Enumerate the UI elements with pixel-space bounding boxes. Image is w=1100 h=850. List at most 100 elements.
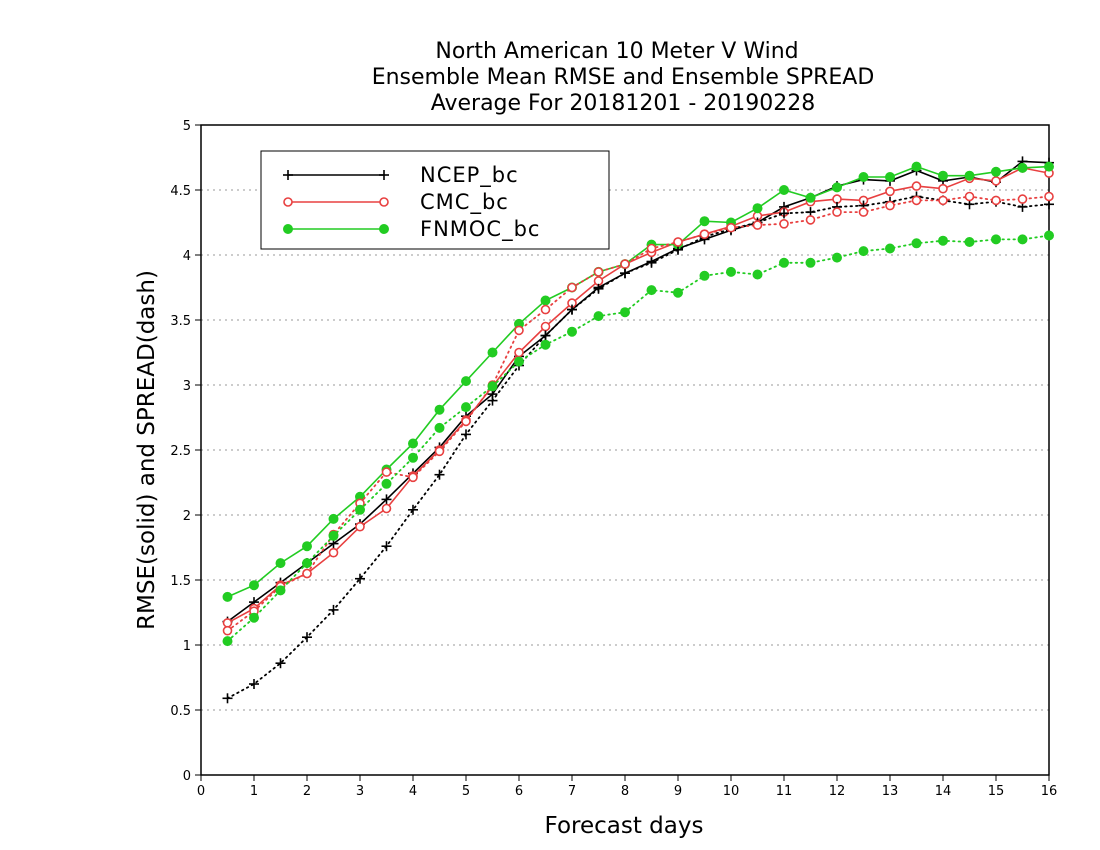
x-tick-label: 2 [303, 784, 311, 799]
data-point [461, 429, 471, 440]
data-point [408, 472, 418, 483]
data-point [434, 404, 445, 415]
x-tick-label: 3 [356, 784, 364, 799]
data-point [832, 252, 842, 263]
x-tick-label: 8 [621, 784, 629, 799]
data-point [408, 452, 418, 463]
x-tick-label: 10 [723, 784, 740, 799]
x-tick-label: 6 [515, 784, 523, 799]
legend-label: CMC_bc [420, 190, 509, 215]
data-point [593, 267, 604, 277]
data-point [302, 632, 312, 643]
data-point [1044, 230, 1054, 241]
series-layer [222, 156, 1054, 704]
data-point [302, 568, 312, 579]
data-point [991, 234, 1001, 245]
y-tick-label: 4 [183, 249, 191, 264]
legend-label: FNMOC_bc [420, 217, 540, 242]
data-point [911, 195, 922, 206]
data-point [620, 268, 630, 279]
data-point [302, 541, 312, 552]
data-point [911, 161, 922, 172]
series-fnmoc-bc-rmse [222, 161, 1054, 602]
data-point [938, 195, 948, 206]
x-tick-label: 11 [776, 784, 793, 799]
data-point [514, 356, 524, 367]
data-point [938, 235, 948, 246]
data-point [434, 422, 445, 433]
legend-item: FNMOC_bc [283, 217, 540, 242]
y-axis: 0 0.5 1 1.5 2 2.5 3 3.5 4 4.5 5 [170, 119, 201, 784]
x-tick-label: 4 [409, 784, 417, 799]
data-point [646, 285, 657, 296]
legend-box [260, 150, 610, 250]
data-point [461, 376, 471, 387]
x-tick-label: 1 [250, 784, 258, 799]
data-point [1044, 161, 1054, 172]
legend-item: CMC_bc [283, 190, 509, 215]
data-point [567, 326, 577, 337]
data-point [858, 207, 869, 217]
y-tick-label: 2 [183, 509, 191, 524]
data-point [752, 203, 763, 214]
data-point [328, 530, 339, 541]
x-axis: 0 1 2 3 4 5 6 7 8 9 10 11 12 13 14 15 16 [197, 775, 1057, 799]
data-point [964, 237, 975, 247]
data-point [540, 330, 551, 341]
data-point [779, 257, 789, 268]
data-point [222, 591, 233, 602]
data-point [805, 215, 816, 225]
legend-marker [283, 197, 293, 207]
y-axis-label: RMSE(solid) and SPREAD(dash) [134, 270, 160, 630]
data-point [726, 266, 736, 277]
data-point [752, 220, 763, 230]
data-point [514, 347, 524, 358]
x-tick-label: 15 [988, 784, 1005, 799]
y-tick-label: 0 [183, 769, 191, 784]
y-tick-label: 1 [183, 639, 191, 654]
data-point [328, 513, 339, 524]
data-point [275, 658, 286, 669]
series-fnmoc-bc-spread [222, 230, 1054, 647]
data-point [302, 558, 312, 569]
series-line [226, 234, 1050, 642]
data-point [991, 195, 1001, 206]
x-axis-label: Forecast days [545, 813, 704, 839]
chart-title-line-2: Ensemble Mean RMSE and Ensemble SPREAD [372, 65, 875, 90]
data-point [487, 347, 498, 358]
data-point [805, 257, 816, 268]
data-point [1017, 162, 1028, 173]
legend-item: NCEP_bc [283, 163, 518, 188]
data-point [222, 636, 233, 647]
data-point [858, 172, 869, 182]
data-point [673, 287, 683, 298]
data-point [699, 216, 710, 227]
y-tick-label: 3 [183, 379, 191, 394]
x-tick-label: 16 [1041, 784, 1058, 799]
data-point [328, 547, 339, 558]
data-point [752, 269, 763, 280]
data-point [222, 625, 233, 636]
data-point [249, 679, 259, 689]
x-tick-label: 7 [568, 784, 576, 799]
data-point [487, 395, 498, 406]
chart-title-line-3: Average For 20181201 - 20190228 [431, 91, 816, 116]
data-point [408, 504, 418, 515]
data-point [540, 339, 551, 350]
data-point [673, 237, 683, 247]
data-point [249, 612, 259, 623]
data-point [381, 478, 392, 489]
data-point [832, 182, 842, 193]
data-point [249, 580, 259, 591]
data-point [699, 270, 710, 281]
y-tick-label: 3.5 [170, 314, 191, 329]
data-point [938, 170, 948, 181]
data-point [726, 222, 736, 233]
data-point [620, 307, 630, 318]
y-tick-label: 4.5 [170, 184, 191, 199]
data-point [487, 381, 498, 392]
data-point [1044, 191, 1054, 202]
data-point [355, 521, 365, 532]
